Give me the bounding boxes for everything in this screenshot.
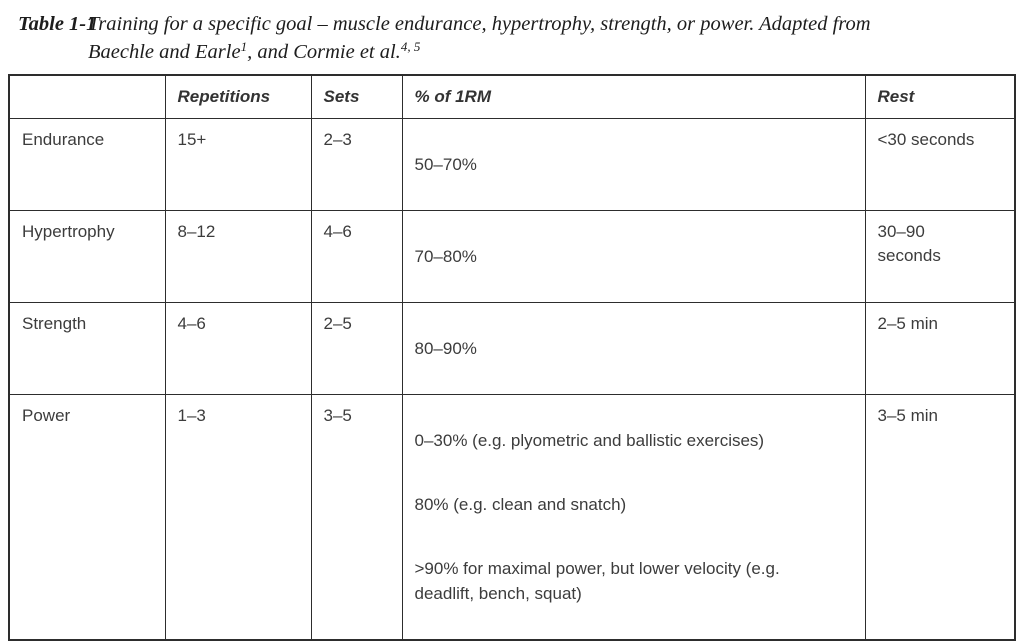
row-label: Strength	[8, 302, 166, 395]
table-header-row: Repetitions Sets % of 1RM Rest	[8, 74, 1016, 119]
percent-1rm-cell: 0–30% (e.g. plyometric and ballistic exe…	[401, 394, 866, 641]
rm-paragraph: 50–70%	[414, 155, 477, 174]
table-caption-text: Training for a specific goal – muscle en…	[88, 10, 1004, 66]
table-caption: Table 1-1 Training for a specific goal –…	[0, 0, 1024, 66]
rest-cell: 2–5 min	[864, 302, 1016, 395]
rm-paragraph: 70–80%	[414, 247, 477, 266]
rm-paragraph: 80% (e.g. clean and snatch)	[414, 495, 627, 514]
rm-paragraph: 0–30% (e.g. plyometric and ballistic exe…	[414, 431, 765, 450]
table-row-strength: Strength 4–6 2–5 80–90% 2–5 min	[8, 302, 1016, 395]
repetitions-cell: 4–6	[164, 302, 312, 395]
header-repetitions: Repetitions	[164, 74, 312, 119]
citation-superscript-1: 1	[240, 39, 248, 54]
training-goals-table: Repetitions Sets % of 1RM Rest Endurance…	[8, 74, 1016, 641]
sets-cell: 2–5	[310, 302, 403, 395]
caption-line-2-pre: Baechle and Earle	[88, 41, 241, 63]
repetitions-cell: 15+	[164, 118, 312, 211]
caption-line-2-mid: , and Cormie et al.	[247, 41, 401, 63]
rm-paragraph: 80–90%	[414, 339, 477, 358]
caption-line-1: Training for a specific goal – muscle en…	[88, 13, 871, 35]
rest-cell: 3–5 min	[864, 394, 1016, 641]
percent-1rm-cell: 80–90%	[401, 302, 866, 395]
table-row-power: Power 1–3 3–5 0–30% (e.g. plyometric and…	[8, 394, 1016, 641]
rest-cell: 30–90 seconds	[864, 210, 1016, 303]
table-row-hypertrophy: Hypertrophy 8–12 4–6 70–80% 30–90 second…	[8, 210, 1016, 303]
citation-superscript-4-5: 4, 5	[400, 39, 421, 54]
repetitions-cell: 8–12	[164, 210, 312, 303]
sets-cell: 4–6	[310, 210, 403, 303]
rm-paragraph: >90% for maximal power, but lower veloci…	[414, 559, 780, 603]
header-rest: Rest	[864, 74, 1016, 119]
sets-cell: 3–5	[310, 394, 403, 641]
header-empty	[8, 74, 166, 119]
rest-cell: <30 seconds	[864, 118, 1016, 211]
row-label: Power	[8, 394, 166, 641]
caption-line-2: Baechle and Earle1, and Cormie et al.4, …	[88, 38, 1004, 66]
header-sets: Sets	[310, 74, 403, 119]
row-label: Endurance	[8, 118, 166, 211]
table-caption-label: Table 1-1	[18, 13, 97, 35]
repetitions-cell: 1–3	[164, 394, 312, 641]
row-label: Hypertrophy	[8, 210, 166, 303]
header-percent-1rm: % of 1RM	[401, 74, 866, 119]
training-table-container: Repetitions Sets % of 1RM Rest Endurance…	[8, 74, 1016, 641]
sets-cell: 2–3	[310, 118, 403, 211]
percent-1rm-cell: 70–80%	[401, 210, 866, 303]
table-row-endurance: Endurance 15+ 2–3 50–70% <30 seconds	[8, 118, 1016, 211]
percent-1rm-cell: 50–70%	[401, 118, 866, 211]
